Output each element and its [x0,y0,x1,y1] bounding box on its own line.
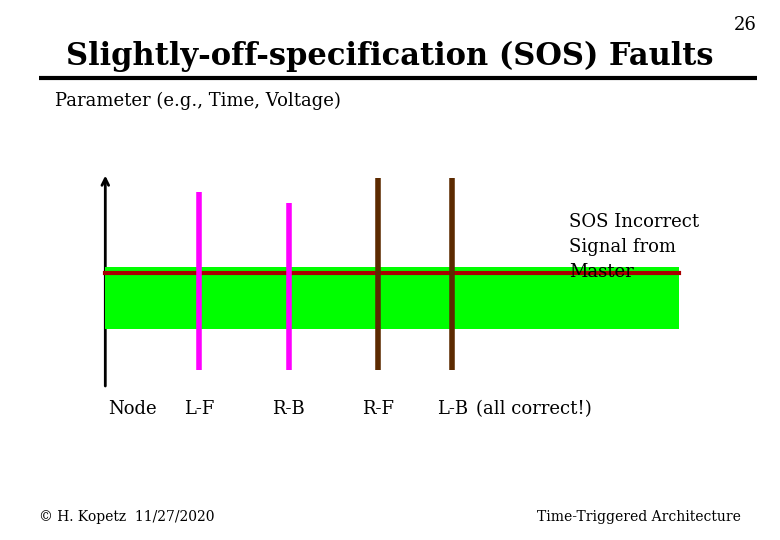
Text: (all correct!): (all correct!) [477,400,592,417]
Text: Slightly-off-specification (SOS) Faults: Slightly-off-specification (SOS) Faults [66,40,714,72]
Text: L-F: L-F [184,400,214,417]
Text: SOS Incorrect
Signal from
Master: SOS Incorrect Signal from Master [569,213,700,281]
Text: L-B: L-B [437,400,468,417]
Text: Parameter (e.g., Time, Voltage): Parameter (e.g., Time, Voltage) [55,92,341,110]
Text: © H. Kopetz  11/27/2020: © H. Kopetz 11/27/2020 [39,510,215,524]
Text: R-F: R-F [362,400,395,417]
Text: 26: 26 [734,16,757,34]
Text: R-B: R-B [272,400,305,417]
Text: Node: Node [108,400,157,417]
Text: Time-Triggered Architecture: Time-Triggered Architecture [537,510,741,524]
